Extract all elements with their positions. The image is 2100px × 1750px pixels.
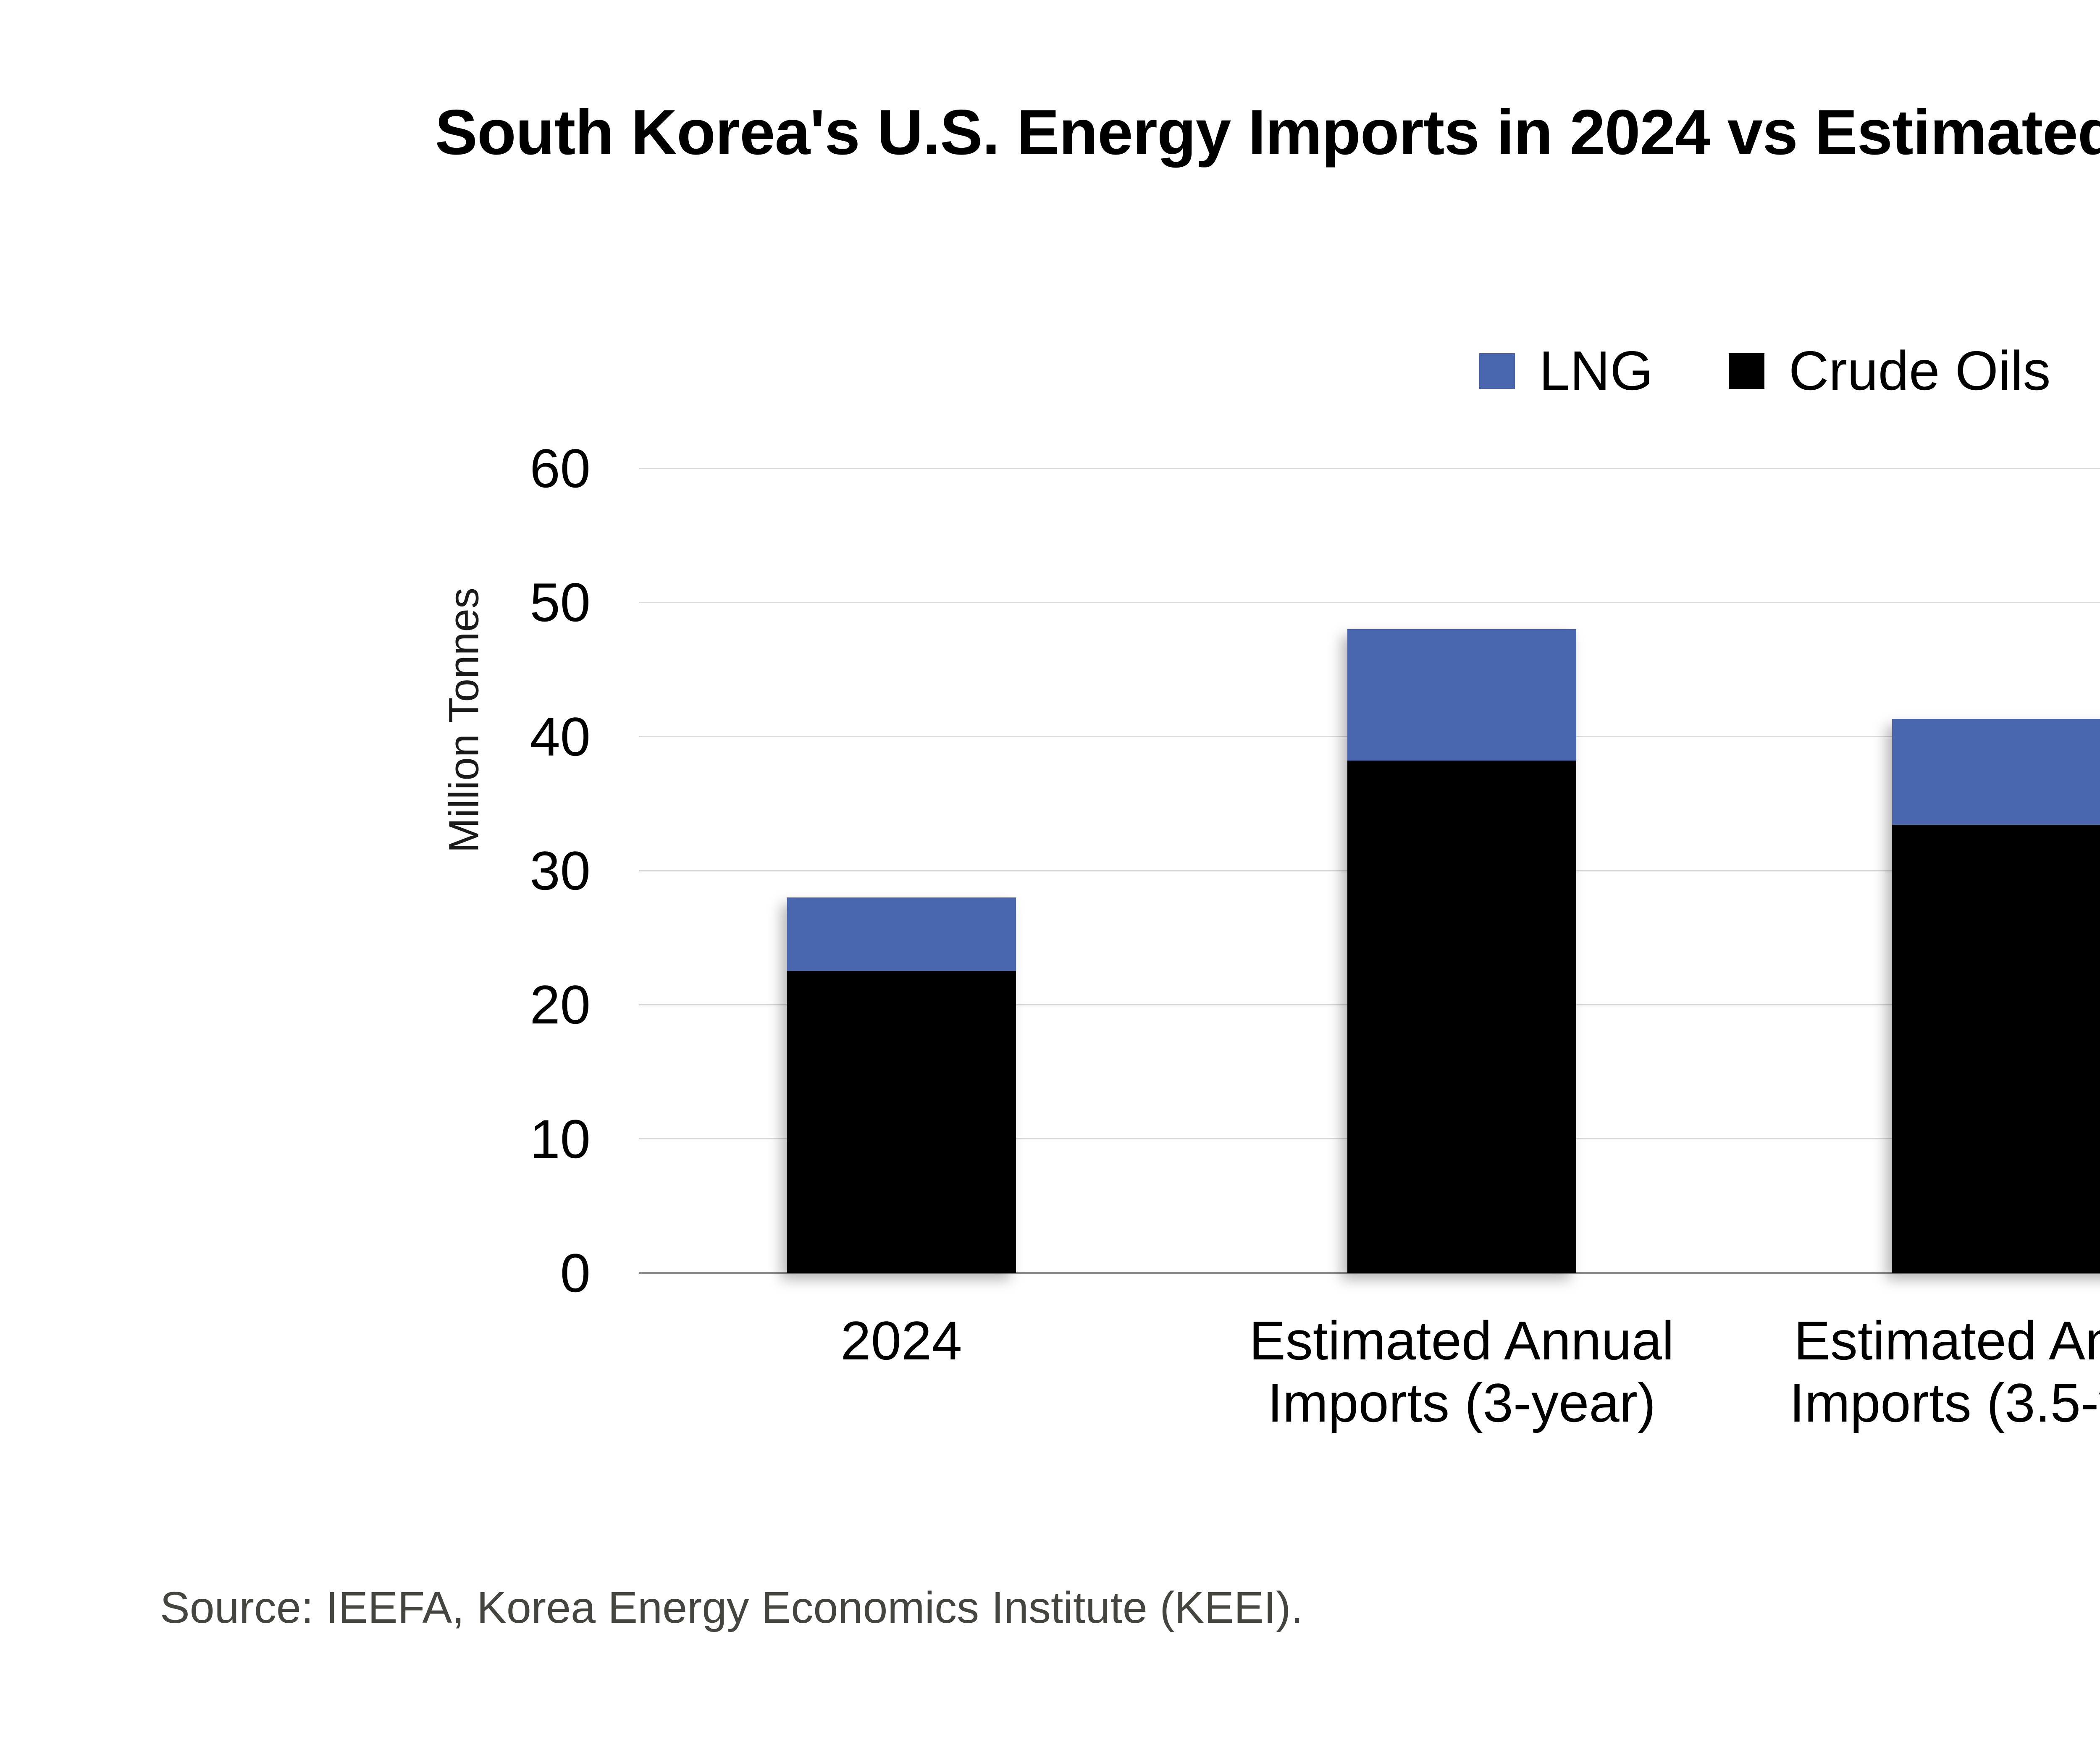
- bar-3: [1892, 719, 2100, 1273]
- x-label-3-line: Estimated Annual: [1794, 1310, 2100, 1371]
- bar-2-crude-segment: [1347, 761, 1576, 1273]
- x-label-1-line: 2024: [840, 1310, 962, 1371]
- x-label-2: Estimated Annual Imports (3-year): [1147, 1309, 1777, 1434]
- x-label-2-line: Estimated Annual: [1249, 1310, 1674, 1371]
- bar-1-lng-segment: [787, 897, 1016, 971]
- legend-label-lng: LNG: [1539, 340, 1653, 401]
- legend-item-crude-oils: Crude Oils: [1728, 340, 2051, 401]
- y-tick-20: 20: [530, 974, 591, 1036]
- y-tick-10: 10: [530, 1108, 591, 1170]
- legend-label-crude-oils: Crude Oils: [1788, 340, 2051, 401]
- x-label-1: 2024: [586, 1309, 1216, 1372]
- source-note: Source: IEEFA, Korea Energy Economics In…: [160, 1583, 1303, 1632]
- bar-1-crude-segment: [787, 971, 1016, 1273]
- gridline-60: [639, 467, 2100, 469]
- bar-3-crude-segment: [1892, 825, 2100, 1273]
- x-label-3-line: Imports (3.5-year): [1789, 1372, 2100, 1433]
- x-label-2-line: Imports (3-year): [1267, 1372, 1656, 1433]
- y-tick-30: 30: [530, 840, 591, 901]
- x-axis-baseline: [639, 1272, 2100, 1274]
- legend-item-lng: LNG: [1479, 343, 1653, 399]
- bar-2-lng-segment: [1347, 629, 1576, 761]
- y-tick-60: 60: [530, 438, 591, 499]
- crude-oils-swatch-icon: [1728, 353, 1764, 389]
- chart-title: South Korea's U.S. Energy Imports in 202…: [435, 97, 2100, 168]
- bar-3-lng-segment: [1892, 719, 2100, 825]
- lng-swatch-icon: [1479, 353, 1515, 389]
- legend: LNG Crude Oils: [639, 343, 2100, 399]
- gridline-50: [639, 601, 2100, 603]
- y-tick-0: 0: [560, 1242, 591, 1304]
- y-tick-40: 40: [530, 706, 591, 767]
- y-tick-50: 50: [530, 572, 591, 633]
- bar-1: [787, 897, 1016, 1273]
- bar-2: [1347, 629, 1576, 1273]
